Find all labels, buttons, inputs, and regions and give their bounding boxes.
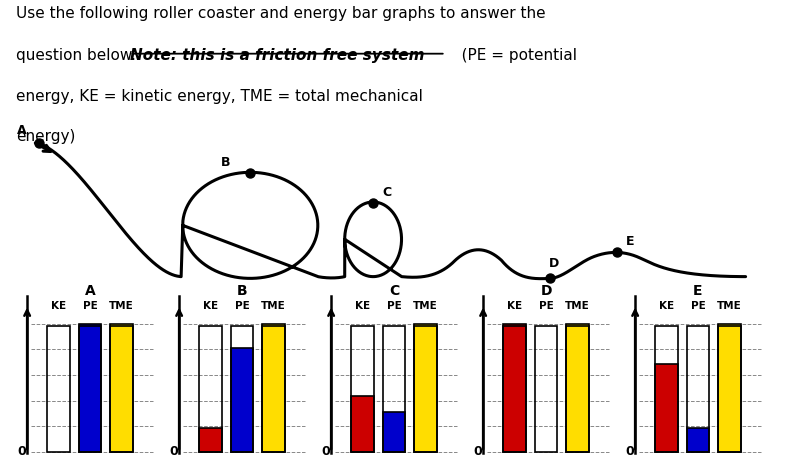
Text: E: E bbox=[694, 284, 702, 298]
Text: TME: TME bbox=[261, 301, 286, 311]
Bar bbox=[655, 364, 678, 452]
Text: 0: 0 bbox=[170, 445, 178, 458]
Bar bbox=[414, 327, 437, 452]
Text: 0: 0 bbox=[18, 445, 26, 458]
Text: PE: PE bbox=[386, 301, 402, 311]
Text: question below.: question below. bbox=[16, 48, 141, 63]
Bar bbox=[534, 327, 558, 452]
Bar bbox=[110, 327, 133, 452]
Bar bbox=[382, 327, 406, 452]
Bar bbox=[262, 327, 285, 452]
Bar bbox=[566, 327, 589, 452]
Text: TME: TME bbox=[565, 301, 590, 311]
Text: energy, KE = kinetic energy, TME = total mechanical: energy, KE = kinetic energy, TME = total… bbox=[16, 89, 423, 104]
Text: TME: TME bbox=[109, 301, 134, 311]
Bar bbox=[230, 348, 254, 452]
Text: D: D bbox=[549, 257, 558, 270]
Text: PE: PE bbox=[82, 301, 98, 311]
Bar bbox=[78, 327, 102, 452]
Text: PE: PE bbox=[690, 301, 706, 311]
Bar bbox=[503, 327, 526, 452]
Bar bbox=[686, 327, 710, 452]
Text: Use the following roller coaster and energy bar graphs to answer the: Use the following roller coaster and ene… bbox=[16, 6, 546, 21]
Bar bbox=[199, 428, 222, 452]
Bar bbox=[78, 324, 102, 452]
Text: PE: PE bbox=[538, 301, 554, 311]
Bar bbox=[110, 324, 133, 452]
Bar bbox=[230, 327, 254, 452]
Text: KE: KE bbox=[355, 301, 370, 311]
Bar bbox=[414, 324, 437, 452]
Text: 0: 0 bbox=[626, 445, 634, 458]
Bar bbox=[47, 327, 70, 452]
Text: TME: TME bbox=[413, 301, 438, 311]
Text: A: A bbox=[18, 124, 27, 137]
Text: KE: KE bbox=[659, 301, 674, 311]
Text: KE: KE bbox=[203, 301, 218, 311]
Bar bbox=[382, 412, 406, 452]
Text: B: B bbox=[221, 156, 230, 169]
Text: PE: PE bbox=[234, 301, 250, 311]
Bar bbox=[199, 327, 222, 452]
Bar bbox=[718, 324, 741, 452]
Bar bbox=[655, 327, 678, 452]
Text: E: E bbox=[626, 235, 634, 249]
Text: B: B bbox=[237, 284, 247, 298]
Text: C: C bbox=[389, 284, 399, 298]
Text: energy): energy) bbox=[16, 129, 75, 144]
Text: 0: 0 bbox=[322, 445, 330, 458]
Text: Note: this is a friction free system: Note: this is a friction free system bbox=[130, 48, 424, 63]
Bar bbox=[686, 428, 710, 452]
Text: 0: 0 bbox=[474, 445, 482, 458]
Text: C: C bbox=[382, 186, 391, 199]
Bar bbox=[262, 324, 285, 452]
Text: TME: TME bbox=[717, 301, 742, 311]
Bar bbox=[566, 324, 589, 452]
Bar bbox=[351, 327, 374, 452]
Bar bbox=[718, 327, 741, 452]
Text: KE: KE bbox=[51, 301, 66, 311]
Bar bbox=[503, 324, 526, 452]
Text: KE: KE bbox=[507, 301, 522, 311]
Bar bbox=[351, 396, 374, 452]
Text: A: A bbox=[85, 284, 95, 298]
Text: (PE = potential: (PE = potential bbox=[447, 48, 578, 63]
Text: D: D bbox=[540, 284, 552, 298]
